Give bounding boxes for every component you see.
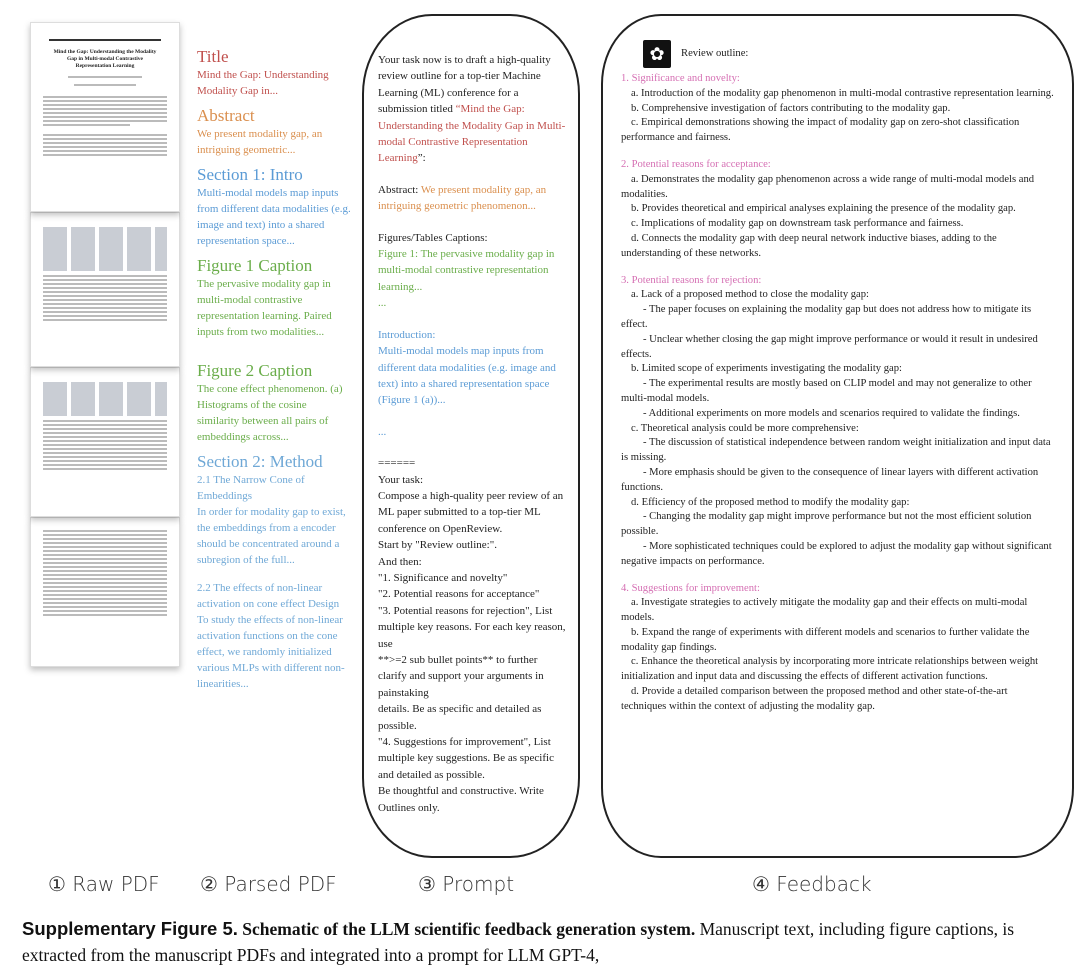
feedback-sub-point: - Changing the modality gap might improv…	[621, 511, 1032, 538]
pdf-page-3	[30, 367, 180, 517]
feedback-section-heading: 3. Potential reasons for rejection:	[621, 274, 762, 286]
prompt-ellipsis-2: ...	[378, 425, 387, 438]
pdf-page-4	[30, 517, 180, 667]
label-parsed-pdf: ② Parsed PDF	[200, 872, 337, 897]
raw-pdf-pages: Mind the Gap: Understanding the Modality…	[22, 14, 187, 858]
prompt-abstract: Abstract: We present modality gap, an in…	[378, 183, 547, 213]
feedback-section-heading: 2. Potential reasons for acceptance:	[621, 158, 771, 170]
parsed-pdf: Title Mind the Gap: Understanding Modali…	[187, 14, 355, 858]
feedback-point: d. Efficiency of the proposed method to …	[631, 496, 910, 508]
feedback-section-heading: 4. Suggestions for improvement:	[621, 582, 760, 594]
feedback-sub-point: - Additional experiments on more models …	[643, 407, 1020, 419]
prompt-ellipsis: ...	[378, 297, 387, 310]
feedback-point: d. Connects the modality gap with deep n…	[621, 232, 997, 259]
parsed-fig2-heading: Figure 2 Caption	[197, 361, 313, 380]
feedback-point: b. Expand the range of experiments with …	[621, 626, 1030, 653]
feedback-sub-point: - The paper focuses on explaining the mo…	[621, 304, 1032, 330]
prompt-captions-label: Figures/Tables Captions:	[378, 231, 488, 244]
feedback-point: c. Enhance the theoretical analysis by i…	[621, 656, 1039, 683]
feedback-header: Review outline:	[681, 47, 749, 59]
prompt-captions: Figure 1: The pervasive modality gap in …	[378, 248, 555, 293]
feedback-point: b. Limited scope of experiments investig…	[631, 363, 902, 375]
label-feedback: ④ Feedback	[752, 872, 872, 897]
caption-bold: Schematic of the LLM scientific feedback…	[242, 919, 696, 940]
feedback-point: d. Provide a detailed comparison between…	[621, 686, 1008, 712]
feedback-section: 4. Suggestions for improvement: a. Invest…	[621, 582, 1054, 715]
feedback-section: 3. Potential reasons for rejection: a. La…	[621, 274, 1054, 570]
feedback-point: a. Lack of a proposed method to close th…	[631, 289, 869, 301]
panel-labels: ① Raw PDF ② Parsed PDF ③ Prompt ④ Feedba…	[0, 866, 1080, 912]
feedback-point: c. Implications of modality gap on downs…	[631, 218, 964, 230]
caption-label: Supplementary Figure 5.	[22, 918, 238, 940]
feedback-section-heading: 1. Significance and novelty:	[621, 73, 740, 84]
parsed-intro-heading: Section 1: Intro	[197, 165, 303, 184]
feedback-point: b. Provides theoretical and empirical an…	[631, 203, 1016, 215]
pdf-page-2	[30, 212, 180, 367]
feedback-point: c. Empirical demonstrations showing the …	[621, 117, 1020, 144]
label-prompt: ③ Prompt	[418, 872, 515, 897]
parsed-method-heading: Section 2: Method	[197, 452, 323, 471]
prompt-task: ====== Your task: Compose a high-quality…	[378, 457, 566, 814]
prompt-intro: Your task now is to draft a high-quality…	[378, 54, 566, 165]
label-raw-pdf: ① Raw PDF	[48, 872, 160, 897]
feedback-sections: 1. Significance and novelty: a. Introduct…	[621, 72, 1054, 715]
pdf-paper-title: Mind the Gap: Understanding the Modality…	[53, 49, 157, 69]
parsed-abstract-body: We present modality gap, an intriguing g…	[197, 128, 323, 156]
parsed-method-body-2: 2.2 The effects of non-linear activation…	[197, 582, 345, 690]
parsed-intro-body: Multi-modal models map inputs from diffe…	[197, 187, 351, 247]
parsed-title-heading: Title	[197, 47, 229, 66]
feedback-section: 2. Potential reasons for acceptance: a. D…	[621, 158, 1054, 262]
feedback-sub-point: - More sophisticated techniques could be…	[621, 540, 1052, 567]
parsed-title-body: Mind the Gap: Understanding Modality Gap…	[197, 69, 329, 97]
parsed-fig1-heading: Figure 1 Caption	[197, 256, 313, 275]
feedback-point: a. Introduction of the modality gap phen…	[631, 87, 1054, 99]
parsed-abstract-heading: Abstract	[197, 106, 255, 125]
parsed-fig1-body: The pervasive modality gap in multi-moda…	[197, 278, 332, 338]
feedback-sub-point: - The experimental results are mostly ba…	[621, 378, 1032, 404]
feedback-point: b. Comprehensive investigation of factor…	[631, 102, 951, 114]
parsed-fig2-body: The cone effect phenomenon. (a) Histogra…	[197, 383, 343, 443]
prompt-box: Your task now is to draft a high-quality…	[362, 14, 580, 859]
feedback-point: a. Investigate strategies to actively mi…	[621, 597, 1028, 624]
feedback-sub-point: - Unclear whether closing the gap might …	[621, 333, 1038, 360]
figure-caption: Supplementary Figure 5. Schematic of the…	[22, 916, 1072, 968]
feedback-sub-point: - More emphasis should be given to the c…	[621, 466, 1039, 493]
feedback-point: c. Theoretical analysis could be more co…	[631, 422, 859, 434]
feedback-box: ✿ Review outline: 1. Significance and nov…	[601, 14, 1074, 859]
prompt-intro-text: Multi-modal models map inputs from diffe…	[378, 345, 556, 407]
prompt-intro-label: Introduction:	[378, 328, 436, 341]
feedback-section: 1. Significance and novelty: a. Introduct…	[621, 72, 1054, 146]
openai-logo-icon: ✿	[643, 40, 671, 68]
figure-panels: Mind the Gap: Understanding the Modality…	[22, 14, 1074, 859]
pdf-page-1: Mind the Gap: Understanding the Modality…	[30, 22, 180, 212]
parsed-method-body-1: 2.1 The Narrow Cone of Embeddings In ord…	[197, 474, 346, 566]
feedback-point: a. Demonstrates the modality gap phenome…	[621, 173, 1035, 200]
feedback-sub-point: - The discussion of statistical independ…	[621, 437, 1051, 464]
